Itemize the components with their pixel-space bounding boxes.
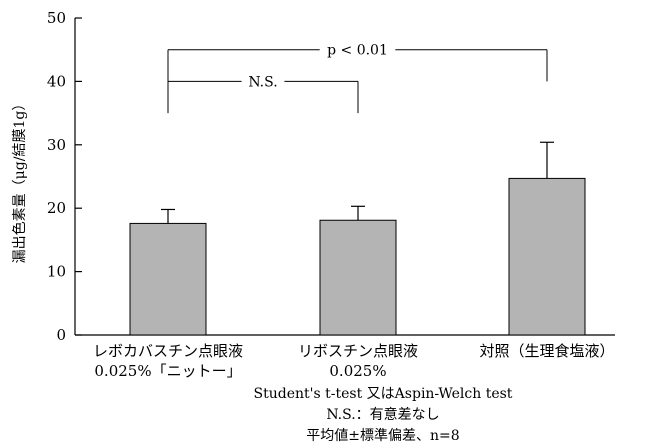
y-axis-title-group: 漏出色素量（μg/結膜1g） [11,97,28,264]
y-tick-label: 40 [47,72,66,90]
y-tick-label: 20 [47,199,66,217]
x-tick-labels: レボカバスチン点眼液 0.025%「ニットー」 リボスチン点眼液 0.025% 対照（生… [93,342,615,380]
y-axis-title: 漏出色素量（μg/結膜1g） [11,97,28,264]
significance-brackets: p < 0.01 N.S. [167,43,548,114]
x-tick-label: リボスチン点眼液 [298,342,418,360]
footnote-ns: N.S.：有意差なし [326,406,439,423]
x-tick-label: 対照（生理食塩液） [479,342,614,360]
x-tick-label: レボカバスチン点眼液 [93,342,243,360]
x-tick-label: 0.025% [329,362,386,380]
footnotes: Student's t-test 又はAspin-Welch test N.S.… [254,386,513,444]
chart-bars [129,177,586,336]
y-tick-label: 50 [47,9,66,27]
footnote-stats: 平均値±標準偏差、n=8 [306,428,459,444]
y-tick-label: 0 [56,326,66,344]
chart-error-bars [161,141,554,224]
bar [508,177,586,336]
significance-label: N.S. [248,74,277,90]
y-tick-label: 30 [47,136,66,154]
bar [319,219,397,336]
footnote-test: Student's t-test 又はAspin-Welch test [254,386,513,402]
significance-label: p < 0.01 [327,43,388,59]
bar [129,222,207,336]
x-tick-label: 0.025%「ニットー」 [94,362,241,380]
y-tick-label: 10 [47,263,66,281]
